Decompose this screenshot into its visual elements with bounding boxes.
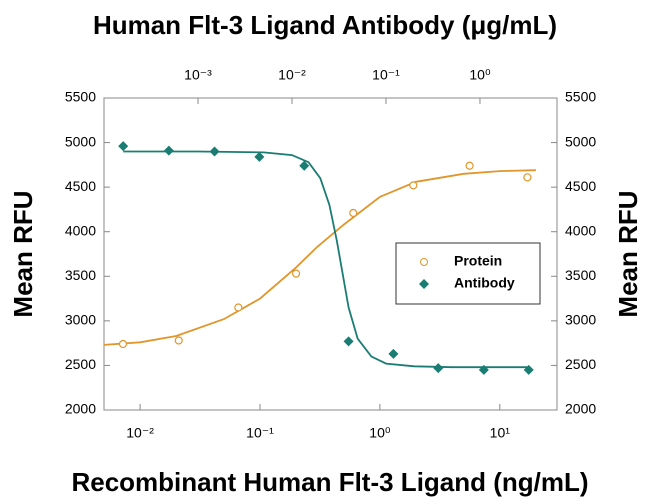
x2-tick-label: 10⁻¹	[372, 67, 400, 83]
y2-tick-label: 2500	[565, 356, 596, 372]
y2-tick-label: 5500	[565, 89, 596, 105]
point	[465, 161, 474, 170]
y2-axis-label: Mean RFU	[613, 190, 643, 317]
point	[523, 173, 532, 182]
x-tick-label: 10¹	[490, 425, 511, 441]
point	[118, 339, 128, 349]
y-tick-label: 3500	[65, 267, 96, 283]
y-tick-label: 5000	[65, 133, 96, 149]
point	[409, 181, 418, 190]
point	[209, 146, 220, 157]
y-axis-label: Mean RFU	[8, 190, 38, 317]
point	[254, 151, 265, 162]
y2-tick-label: 3000	[565, 312, 596, 328]
x2-tick-label: 10⁻²	[278, 67, 306, 83]
point	[343, 336, 354, 347]
y2-tick-label: 2000	[565, 401, 596, 417]
x-tick-label: 10⁻¹	[246, 425, 274, 441]
point	[523, 364, 534, 375]
point	[291, 269, 301, 278]
point	[118, 141, 129, 152]
point	[299, 160, 310, 171]
y2-tick-label: 4000	[565, 222, 596, 238]
legend-marker	[420, 258, 428, 266]
y-tick-label: 3000	[65, 312, 96, 328]
point	[163, 145, 174, 156]
fit-curve	[123, 150, 529, 369]
x-tick-label: 10⁰	[369, 425, 391, 441]
point	[478, 364, 489, 375]
legend-label: Protein	[454, 253, 502, 269]
y2-tick-label: 4500	[565, 178, 596, 194]
point	[388, 348, 399, 359]
y-tick-label: 4000	[65, 222, 96, 238]
y-tick-label: 2500	[65, 356, 96, 372]
x2-tick-label: 10⁻³	[184, 67, 212, 83]
chart-title: Human Flt-3 Ligand Antibody (μg/mL)	[93, 10, 557, 40]
plot-frame	[103, 97, 558, 411]
point	[349, 208, 358, 218]
y-tick-label: 5500	[65, 89, 96, 105]
point	[234, 303, 243, 312]
fit-curve	[103, 169, 536, 346]
point	[433, 363, 444, 374]
y2-tick-label: 3500	[565, 267, 596, 283]
legend-box	[395, 242, 541, 305]
y-tick-label: 4500	[65, 178, 96, 194]
x-tick-label: 10⁻²	[126, 425, 154, 441]
y2-tick-label: 5000	[565, 133, 596, 149]
legend-marker	[419, 279, 429, 289]
legend-label: Antibody	[454, 275, 515, 291]
point	[174, 336, 183, 345]
x2-tick-label: 10⁰	[469, 67, 491, 83]
x-axis-label: Recombinant Human Flt-3 Ligand (ng/mL)	[71, 467, 588, 497]
y-tick-label: 2000	[65, 401, 96, 417]
